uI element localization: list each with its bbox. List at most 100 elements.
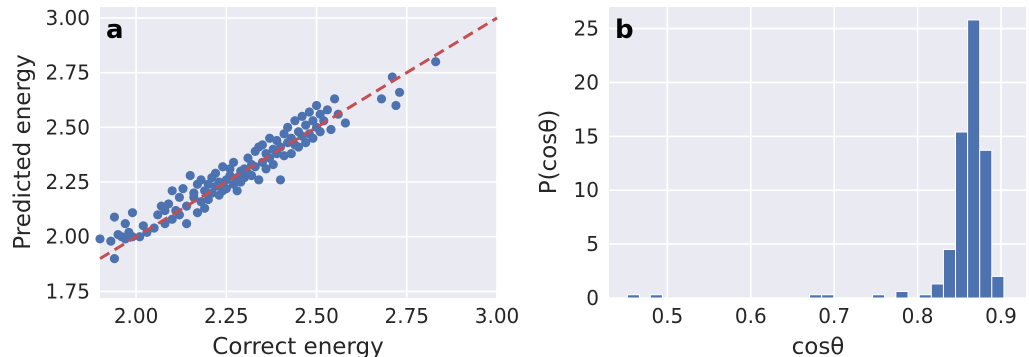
y-tick-label: 2.25 xyxy=(45,170,90,194)
scatter-point xyxy=(301,120,311,130)
scatter-point xyxy=(246,170,257,181)
scatter-point xyxy=(326,124,336,135)
scatter-point xyxy=(279,151,289,161)
scatter-point xyxy=(120,219,130,229)
scatter-point xyxy=(210,168,221,178)
scatter-point xyxy=(196,175,206,185)
scatter-point xyxy=(174,192,184,202)
panel-b-histogram: 0.5 0.6 0.7 0.8 0.9 0 5 10 15 20 25 b cosθ P(cosθ… xyxy=(536,7,1026,357)
y-tick-label: 10 xyxy=(574,178,599,202)
y-tick-label: 2.00 xyxy=(45,225,90,249)
scatter-point xyxy=(315,127,325,137)
histogram-bar xyxy=(930,283,944,299)
y-tick-label: 25 xyxy=(574,17,599,41)
x-tick-label: 0.8 xyxy=(902,304,934,328)
scatter-point xyxy=(232,186,242,196)
y-tick-label: 5 xyxy=(586,232,599,256)
scatter-point xyxy=(376,94,387,104)
scatter-point xyxy=(153,210,163,220)
histogram-bar xyxy=(942,249,957,299)
plot-area-a xyxy=(100,7,497,298)
histogram-bar xyxy=(809,294,823,299)
histogram-bar xyxy=(979,149,993,299)
scatter-point xyxy=(391,100,401,111)
panel-label-b: b xyxy=(615,15,634,45)
x-tick-labels-a: 2.00 2.25 2.50 2.75 3.00 xyxy=(114,304,519,328)
identity-reference-line xyxy=(99,16,498,260)
scatter-point xyxy=(283,122,293,132)
scatter-point xyxy=(275,175,286,185)
x-axis-label-a: Correct energy xyxy=(212,334,383,357)
scatter-point xyxy=(261,164,271,174)
x-tick-label: 2.00 xyxy=(114,304,159,328)
scatter-point xyxy=(340,118,351,128)
histogram-bar xyxy=(918,294,932,299)
scatter-point xyxy=(218,162,228,172)
scatter-point xyxy=(431,57,441,67)
x-tick-label: 2.50 xyxy=(294,304,339,328)
x-tick-label: 2.25 xyxy=(204,304,249,328)
histogram-bar xyxy=(872,294,886,299)
panel-a-scatter: 2.00 2.25 2.50 2.75 3.00 1.75 2.00 2.25 2.50 2.7… xyxy=(10,6,519,357)
x-tick-label: 2.75 xyxy=(385,304,430,328)
x-tick-label: 0.7 xyxy=(818,304,850,328)
histogram-bar xyxy=(895,291,909,299)
scatter-point xyxy=(290,116,300,126)
scatter-point xyxy=(106,236,116,246)
y-tick-labels-a: 1.75 2.00 2.25 2.50 2.75 3.00 xyxy=(45,6,90,303)
scatter-point xyxy=(268,159,278,170)
scatter-point xyxy=(329,94,340,104)
y-tick-label: 15 xyxy=(574,124,599,148)
histogram-bar xyxy=(821,294,835,299)
panel-label-a: a xyxy=(106,15,124,45)
scatter-point xyxy=(286,148,296,159)
histogram-bar xyxy=(626,294,640,299)
scatter-point xyxy=(311,100,322,111)
scatter-point xyxy=(228,157,239,167)
y-tick-label: 3.00 xyxy=(45,6,90,30)
scatter-point xyxy=(265,133,275,143)
scatter-point xyxy=(167,214,177,224)
y-tick-label: 2.75 xyxy=(45,61,90,85)
scatter-point xyxy=(394,87,405,97)
scatter-point xyxy=(254,175,264,185)
scatter-point xyxy=(109,212,120,222)
y-axis-label-a: Predicted energy xyxy=(10,54,36,249)
y-tick-label: 0 xyxy=(586,286,599,310)
scatter-point xyxy=(221,184,231,194)
scatter-point xyxy=(167,186,177,196)
scatter-point xyxy=(109,254,120,264)
scatter-point xyxy=(301,138,311,148)
scatter-point xyxy=(297,111,307,121)
y-tick-label: 2.50 xyxy=(45,115,90,139)
x-tick-label: 0.9 xyxy=(985,304,1017,328)
scatter-point xyxy=(192,208,203,218)
histogram-bar xyxy=(967,19,981,299)
scatter-point xyxy=(185,170,195,181)
scatter-point xyxy=(322,105,332,115)
scatter-point xyxy=(178,184,188,194)
scatter-point xyxy=(127,208,138,218)
y-axis-label-b: P(cosθ) xyxy=(536,110,562,195)
scatter-point xyxy=(308,133,318,143)
y-tick-label: 20 xyxy=(574,70,599,94)
y-tick-label: 1.75 xyxy=(45,279,90,303)
scatter-point xyxy=(293,142,304,152)
scatter-point xyxy=(163,199,174,209)
scatter-point xyxy=(182,219,192,229)
histogram-bar xyxy=(991,275,1005,299)
histogram-bar xyxy=(649,294,663,299)
scatter-point xyxy=(200,203,210,213)
histogram-bars xyxy=(626,19,1005,299)
scatter-point xyxy=(257,140,268,150)
x-tick-labels-b: 0.5 0.6 0.7 0.8 0.9 xyxy=(651,304,1016,328)
x-tick-label: 3.00 xyxy=(475,304,520,328)
scatter-point xyxy=(304,107,314,117)
y-tick-labels-b: 0 5 10 15 20 25 xyxy=(574,17,599,310)
x-tick-label: 0.6 xyxy=(735,304,767,328)
scatter-point xyxy=(189,188,199,198)
scatter-point xyxy=(95,234,105,244)
x-axis-label-b: cosθ xyxy=(792,334,845,357)
histogram-bar xyxy=(955,131,969,299)
